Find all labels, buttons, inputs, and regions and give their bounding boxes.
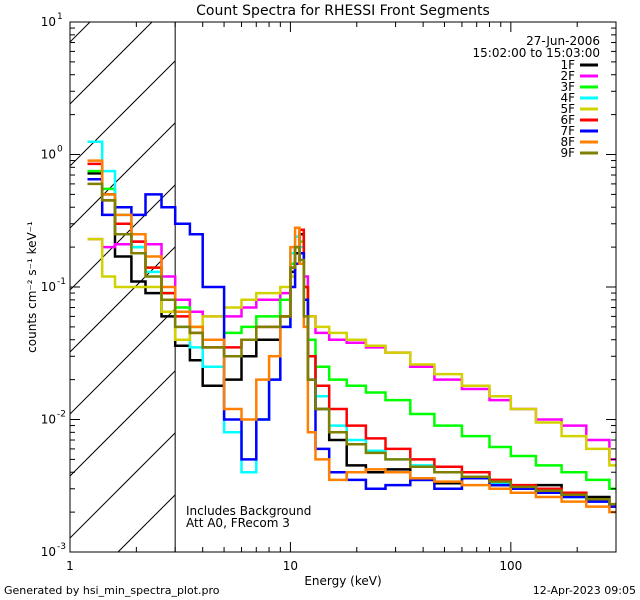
hatched-region (69, 21, 176, 553)
y-tick-exponent-4: 1 (57, 12, 63, 22)
legend-label-7F: 7F (560, 124, 575, 138)
hatch-line-6 (69, 308, 176, 415)
chart-title: Count Spectra for RHESSI Front Segments (196, 3, 490, 19)
footer-generated-by: Generated by hsi_min_spectra_plot.pro (4, 584, 220, 597)
legend-label-1F: 1F (560, 58, 575, 72)
legend-time-range: 15:02:00 to 15:03:00 (473, 46, 600, 60)
legend-label-4F: 4F (560, 91, 575, 105)
series-line-8F (87, 159, 616, 514)
hatch-line-1 (69, 21, 153, 105)
legend-label-5F: 5F (560, 102, 575, 116)
y-tick-label-2: 10 (41, 280, 56, 294)
hatch-line-3 (69, 122, 176, 229)
legend-label-8F: 8F (560, 135, 575, 149)
series-group (87, 140, 616, 514)
legend-date: 27-Jun-2006 (526, 34, 600, 48)
legend-label-9F: 9F (560, 146, 575, 160)
y-tick-label-3: 10 (41, 148, 56, 162)
x-tick-label-1: 10 (283, 559, 298, 573)
legend-label-3F: 3F (560, 80, 575, 94)
series-line-9F (87, 182, 616, 506)
y-tick-exponent-1: -2 (57, 410, 66, 420)
x-axis-ticks: 1 10 100 (66, 22, 617, 573)
y-tick-label-4: 10 (41, 15, 56, 29)
x-tick-label-0: 1 (66, 559, 74, 573)
hatch-line-0 (69, 21, 91, 43)
y-tick-exponent-0: -3 (57, 542, 66, 552)
hatch-line-8 (69, 432, 176, 539)
hatch-line-7 (69, 370, 176, 477)
legend-label-2F: 2F (560, 69, 575, 83)
y-axis-label: counts cm⁻² s⁻¹ keV⁻¹ (25, 221, 39, 353)
hatch-line-2 (69, 60, 176, 167)
hatch-line-4 (69, 184, 176, 291)
x-tick-label-2: 100 (499, 559, 522, 573)
y-tick-exponent-3: 0 (57, 145, 63, 155)
y-tick-label-0: 10 (41, 545, 56, 559)
hatch-line-9 (117, 494, 176, 553)
annotation-background: Includes Background (186, 504, 311, 518)
y-tick-exponent-2: -1 (57, 277, 66, 287)
x-axis-label: Energy (keV) (304, 574, 381, 588)
y-tick-label-1: 10 (41, 413, 56, 427)
hatch-line-5 (69, 246, 176, 353)
legend-label-6F: 6F (560, 113, 575, 127)
series-line-7F (87, 178, 616, 508)
footer-timestamp: 12-Apr-2023 09:05 (533, 584, 636, 597)
annotation-attenuator: Att A0, FRecom 3 (186, 516, 290, 530)
